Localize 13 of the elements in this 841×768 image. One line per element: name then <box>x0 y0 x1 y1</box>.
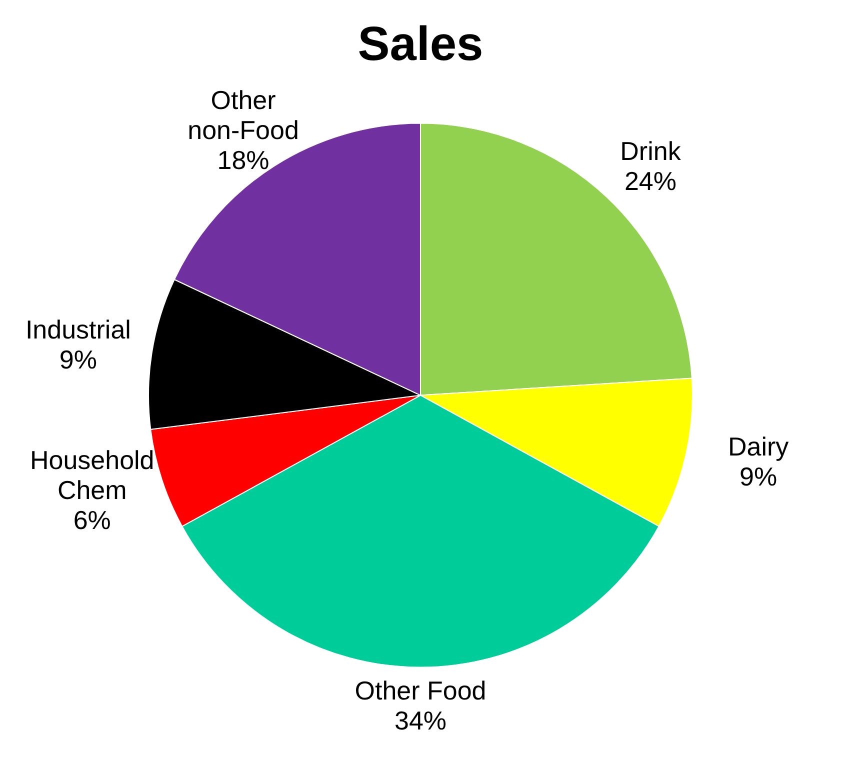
data-label: 9% <box>740 462 778 492</box>
data-label: 34% <box>394 705 447 736</box>
slice-label: Other Food <box>354 675 486 706</box>
slice-label: Drink <box>620 136 682 166</box>
slice-label: Other non-Food <box>188 85 299 146</box>
data-label: 6% <box>73 504 111 535</box>
slice-label: Dairy <box>728 432 789 462</box>
data-label: 18% <box>217 145 270 176</box>
data-label: 9% <box>59 344 97 375</box>
slice-label: Household Chem <box>30 444 154 505</box>
slice-label: Industrial <box>25 314 131 345</box>
chart-title: Sales <box>358 18 484 72</box>
data-label: 24% <box>624 166 677 196</box>
